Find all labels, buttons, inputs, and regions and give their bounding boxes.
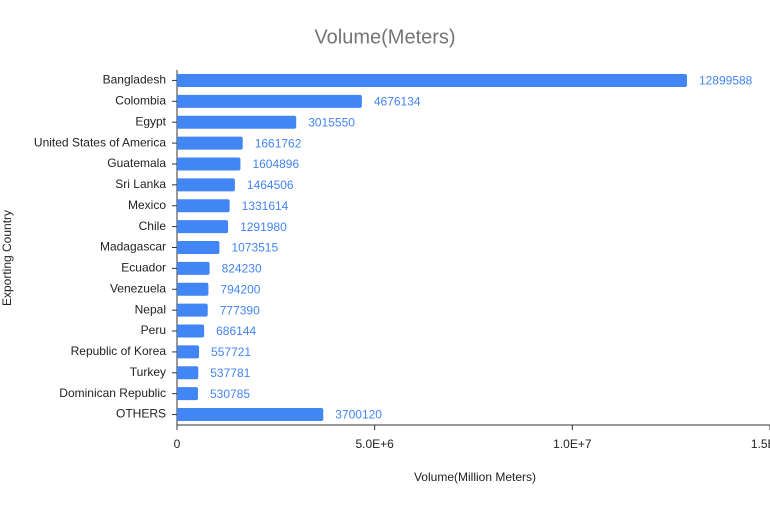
y-tick-label: Egypt xyxy=(135,114,166,128)
value-label: 1331614 xyxy=(242,199,289,213)
x-tick-label: 1.5E+7 xyxy=(751,437,770,451)
bar xyxy=(177,241,220,254)
value-label: 557721 xyxy=(211,345,251,359)
value-label: 537781 xyxy=(210,366,250,380)
x-axis-label: Volume(Million Meters) xyxy=(414,470,536,484)
value-label: 1073515 xyxy=(231,241,278,255)
chart-title: Volume(Meters) xyxy=(314,26,455,48)
x-tick-label: 5.0E+6 xyxy=(355,437,394,451)
bar xyxy=(177,136,243,150)
value-label: 686144 xyxy=(216,324,256,338)
value-label: 1291980 xyxy=(240,220,287,234)
bar xyxy=(177,408,324,422)
y-tick-label: Nepal xyxy=(135,302,166,316)
y-tick-label: Dominican Republic xyxy=(59,386,166,400)
bar xyxy=(177,94,362,108)
y-tick-label: Mexico xyxy=(128,198,166,212)
y-axis-label: Exporting Country xyxy=(0,210,14,306)
y-tick-label: Venezuela xyxy=(110,281,166,295)
value-label: 1661762 xyxy=(255,136,302,150)
y-tick-label: Bangladesh xyxy=(103,73,166,87)
bar xyxy=(177,366,199,380)
bar xyxy=(177,303,208,317)
value-label: 4676134 xyxy=(374,94,421,108)
y-tick-label: United States of America xyxy=(34,135,166,149)
y-tick-label: Colombia xyxy=(115,93,166,107)
bar xyxy=(177,261,210,275)
bar xyxy=(177,157,241,171)
value-label: 530785 xyxy=(210,387,250,401)
value-label: 824230 xyxy=(222,262,262,276)
bar xyxy=(177,199,230,213)
bar xyxy=(177,73,687,87)
y-tick-label: Chile xyxy=(139,219,167,233)
value-label: 1464506 xyxy=(247,178,294,192)
bar xyxy=(177,178,235,192)
value-label: 3700120 xyxy=(335,408,382,422)
x-tick-label: 0 xyxy=(174,437,181,451)
y-tick-label: Republic of Korea xyxy=(71,344,167,358)
bar xyxy=(177,115,297,129)
value-label: 794200 xyxy=(220,282,260,296)
y-tick-label: Ecuador xyxy=(121,261,166,275)
value-label: 1604896 xyxy=(252,157,299,171)
value-label: 3015550 xyxy=(308,115,355,129)
bar xyxy=(177,345,200,359)
bar xyxy=(177,220,229,234)
bar xyxy=(177,324,205,338)
y-tick-label: Turkey xyxy=(130,365,166,379)
y-tick-label: OTHERS xyxy=(116,407,166,421)
bar xyxy=(177,282,209,296)
y-tick-label: Guatemala xyxy=(107,156,166,170)
value-label: 777390 xyxy=(220,303,260,317)
value-label: 12899588 xyxy=(699,74,753,88)
y-tick-label: Peru xyxy=(141,323,166,337)
x-tick-label: 1.0E+7 xyxy=(553,437,592,451)
y-tick-label: Madagascar xyxy=(100,240,166,254)
bar xyxy=(177,387,198,401)
y-tick-label: Sri Lanka xyxy=(115,177,166,191)
